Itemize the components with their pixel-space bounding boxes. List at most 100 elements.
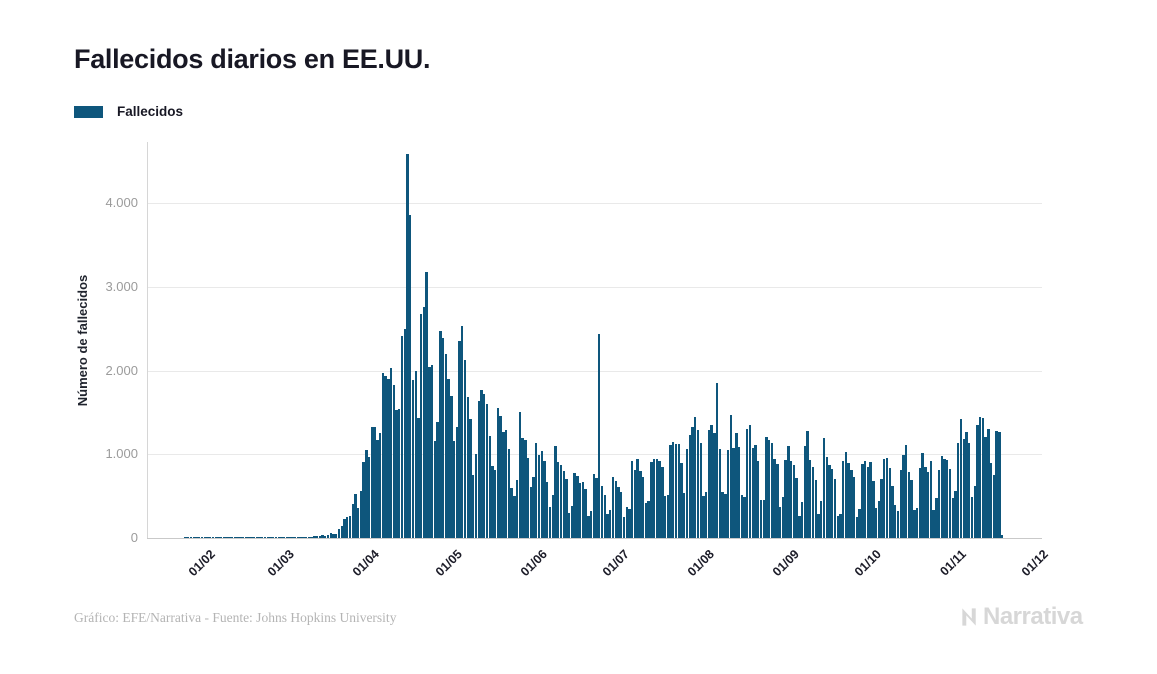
bar — [332, 533, 335, 538]
bar — [461, 326, 464, 538]
bar — [877, 500, 880, 538]
page-title: Fallecidos diarios en EE.UU. — [74, 44, 431, 74]
x-axis-tick-label: 01/08 — [684, 547, 717, 580]
bar — [841, 460, 845, 538]
bar — [504, 429, 508, 538]
bar — [696, 429, 700, 538]
bar — [833, 479, 837, 538]
bar — [710, 424, 713, 538]
bar — [277, 537, 280, 538]
bar — [803, 445, 806, 538]
bar — [691, 427, 694, 538]
bar — [943, 459, 946, 538]
bar — [472, 475, 475, 538]
bar — [1000, 534, 1004, 538]
bar — [968, 443, 971, 538]
bar — [589, 511, 593, 538]
bar — [620, 491, 623, 538]
bar — [880, 478, 883, 538]
bar — [825, 457, 828, 538]
bar — [543, 460, 546, 538]
bar — [872, 481, 875, 538]
bar — [598, 333, 601, 538]
x-axis-tick-label: 01/07 — [599, 547, 632, 580]
bar — [965, 432, 968, 538]
bar — [570, 505, 574, 538]
bar — [444, 353, 448, 538]
x-axis-tick-label: 01/09 — [769, 547, 802, 580]
bar — [998, 431, 1001, 538]
x-axis-tick-label: 01/12 — [1018, 547, 1051, 580]
bar — [603, 494, 606, 538]
bar — [921, 452, 924, 538]
bar — [811, 466, 815, 538]
footer-credit: Gráfico: EFE/Narrativa - Fuente: Johns H… — [74, 610, 397, 625]
bar — [672, 442, 675, 538]
bar — [359, 491, 363, 538]
bar — [773, 458, 776, 538]
bar — [614, 480, 617, 538]
y-axis-tick-label: 3.000 — [105, 278, 138, 294]
y-axis-title: Número de fallecidos — [75, 274, 91, 406]
bar — [770, 443, 774, 538]
bar — [937, 470, 941, 538]
bar — [915, 508, 919, 538]
bar — [850, 469, 853, 538]
bar — [650, 462, 653, 538]
bar — [732, 447, 735, 538]
bar — [417, 417, 420, 538]
bar — [554, 446, 557, 538]
bar — [713, 433, 716, 538]
bar — [209, 537, 212, 538]
bar — [935, 498, 938, 538]
bar — [757, 460, 760, 538]
y-axis-tick-label: 0 — [130, 530, 138, 545]
bar — [784, 459, 787, 538]
bar — [211, 537, 215, 538]
bar — [324, 536, 327, 538]
bar — [491, 465, 494, 538]
bar — [674, 444, 678, 538]
bar — [562, 470, 565, 538]
bar — [480, 389, 483, 538]
bar — [365, 450, 368, 538]
bar — [398, 409, 401, 538]
bar — [515, 479, 519, 538]
bar — [787, 446, 790, 538]
bar — [992, 474, 996, 538]
bar — [378, 432, 382, 538]
bar — [291, 537, 294, 538]
bar — [631, 461, 634, 538]
bar — [891, 486, 894, 538]
bar — [721, 492, 724, 538]
bar — [595, 477, 598, 538]
legend-swatch — [74, 106, 103, 118]
bar — [422, 306, 426, 538]
bar — [894, 505, 897, 538]
bar — [699, 443, 702, 538]
bar — [307, 537, 311, 538]
bar — [600, 486, 604, 538]
bar — [351, 503, 354, 538]
bar — [989, 463, 993, 538]
bar — [567, 512, 571, 538]
bar — [584, 489, 587, 538]
bar — [666, 494, 669, 538]
bar — [546, 481, 549, 538]
bar — [222, 537, 226, 538]
bar — [661, 467, 664, 538]
bar — [288, 537, 291, 538]
bar — [644, 502, 648, 538]
bar — [389, 367, 393, 538]
y-axis-line — [147, 142, 148, 538]
bar — [852, 477, 856, 538]
bar — [269, 537, 272, 538]
bar — [973, 486, 976, 538]
bar — [430, 365, 434, 538]
bar — [800, 502, 804, 538]
bar — [537, 454, 541, 538]
bar — [861, 463, 864, 538]
bar — [409, 214, 412, 538]
bar — [910, 480, 913, 538]
bar — [740, 495, 743, 538]
